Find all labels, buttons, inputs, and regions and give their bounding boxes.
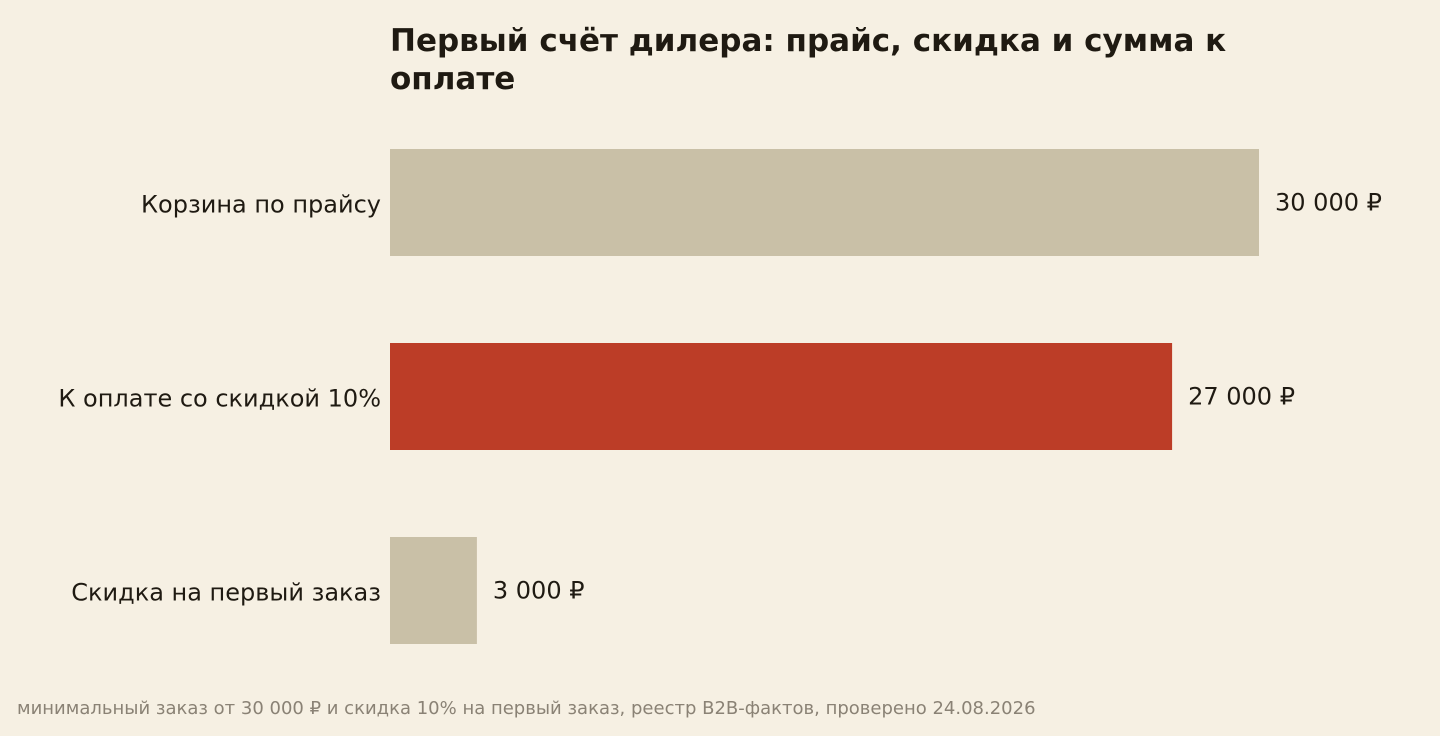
chart-title-line-1: Первый счёт дилера: прайс, скидка и сумм…: [390, 23, 1226, 59]
category-label-1: Корзина по прайсу: [141, 191, 381, 219]
bar-2: [390, 343, 1173, 450]
category-label-3: Скидка на первый заказ: [71, 579, 381, 607]
bar-1: [390, 149, 1259, 256]
value-label-2: 27 000 ₽: [1188, 383, 1295, 411]
value-label-3: 3 000 ₽: [493, 577, 585, 605]
value-label-1: 30 000 ₽: [1275, 189, 1382, 217]
bar-3: [390, 537, 477, 644]
chart-title-line-2: оплате: [390, 61, 515, 97]
bars-group: Корзина по прайсу 30 000 ₽ К оплате со ски…: [58, 149, 1382, 644]
category-label-2: К оплате со скидкой 10%: [58, 385, 381, 413]
chart-footnote: минимальный заказ от 30 000 ₽ и скидка 1…: [17, 698, 1036, 719]
